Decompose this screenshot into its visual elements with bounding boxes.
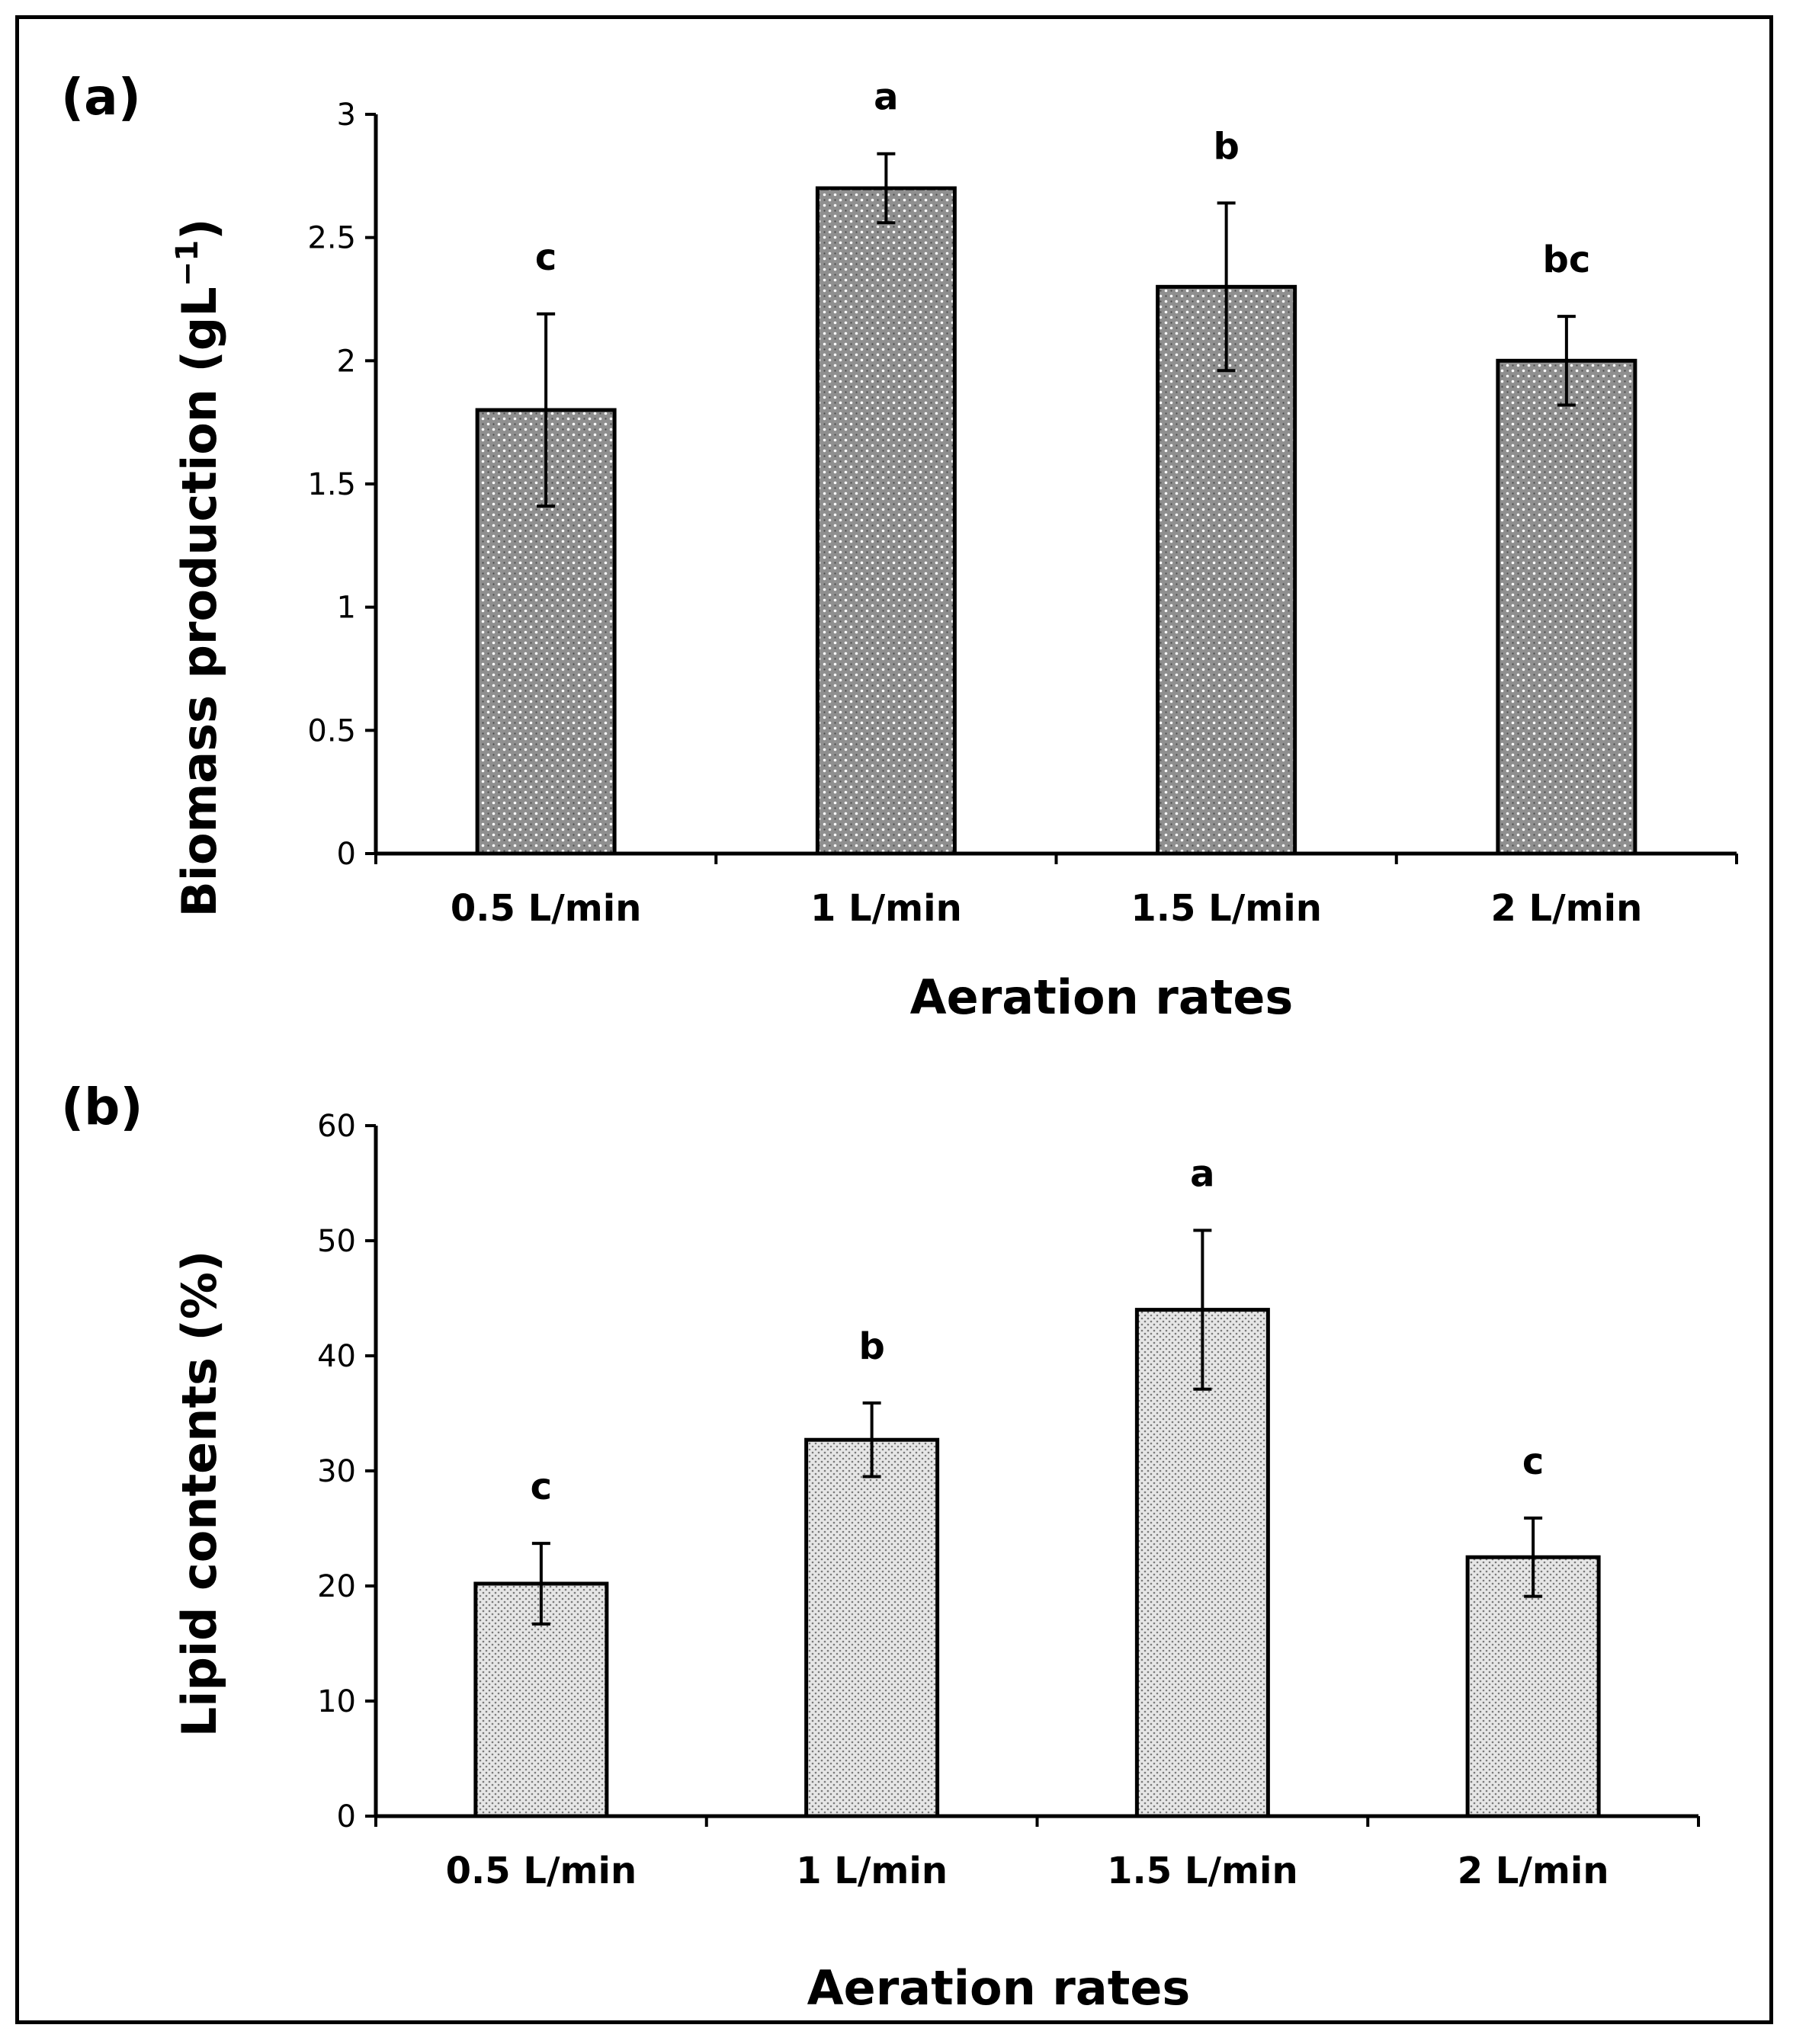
y-tick-label: 30 — [317, 1454, 356, 1489]
y-tick-label: 40 — [317, 1339, 356, 1374]
bar — [1496, 358, 1637, 856]
significance-letter: b — [858, 1325, 884, 1368]
y-tick-label: 0 — [337, 1799, 356, 1834]
panel-label-a: (a) — [61, 68, 141, 127]
significance-letter: bc — [1542, 239, 1590, 281]
y-tick-label: 50 — [317, 1224, 356, 1259]
y-tick-label: 10 — [317, 1684, 356, 1719]
x-tick-label: 1.5 L/min — [1131, 887, 1322, 930]
significance-letter: c — [535, 236, 557, 279]
y-tick-label: 0.5 — [307, 713, 356, 748]
y-tick-label: 20 — [317, 1569, 356, 1604]
x-tick-label: 1 L/min — [796, 1850, 948, 1892]
x-tick-label: 1.5 L/min — [1107, 1850, 1298, 1892]
bar — [1134, 1308, 1270, 1818]
significance-letter: a — [1190, 1152, 1214, 1195]
significance-letter: b — [1213, 125, 1239, 168]
panel-a: (a) Biomass production (gL−1) Aeration r… — [61, 68, 1738, 1025]
bar — [815, 186, 957, 856]
x-tick-label: 2 L/min — [1458, 1850, 1609, 1892]
y-tick-label: 2.5 — [307, 221, 356, 256]
y-tick-label: 1.5 — [307, 467, 356, 502]
x-tick-label: 0.5 L/min — [451, 887, 642, 930]
x-tick-label: 2 L/min — [1490, 887, 1642, 930]
panel-b: (b) Lipid contents (%) Aeration rates 0 1… — [61, 1078, 1700, 2016]
significance-letter: c — [1522, 1440, 1544, 1483]
y-tick-label: 1 — [337, 591, 356, 626]
y-tick-label: 3 — [337, 98, 356, 133]
y-tick-label: 2 — [337, 344, 356, 379]
bar — [804, 1437, 940, 1818]
y-axis-title-a: Biomass production (gL−1) — [170, 219, 227, 918]
y-tick-label: 0 — [337, 837, 356, 872]
x-axis-title-a: Aeration rates — [910, 969, 1294, 1025]
y-axis-title-b: Lipid contents (%) — [172, 1251, 227, 1738]
x-tick-label: 0.5 L/min — [446, 1850, 637, 1892]
significance-letter: a — [874, 76, 898, 119]
bar — [1156, 284, 1297, 856]
x-tick-label: 1 L/min — [810, 887, 962, 930]
y-tick-label: 60 — [317, 1109, 356, 1144]
panel-label-b: (b) — [61, 1078, 143, 1136]
x-axis-title-b: Aeration rates — [807, 1960, 1191, 2016]
significance-letter: c — [531, 1466, 552, 1508]
